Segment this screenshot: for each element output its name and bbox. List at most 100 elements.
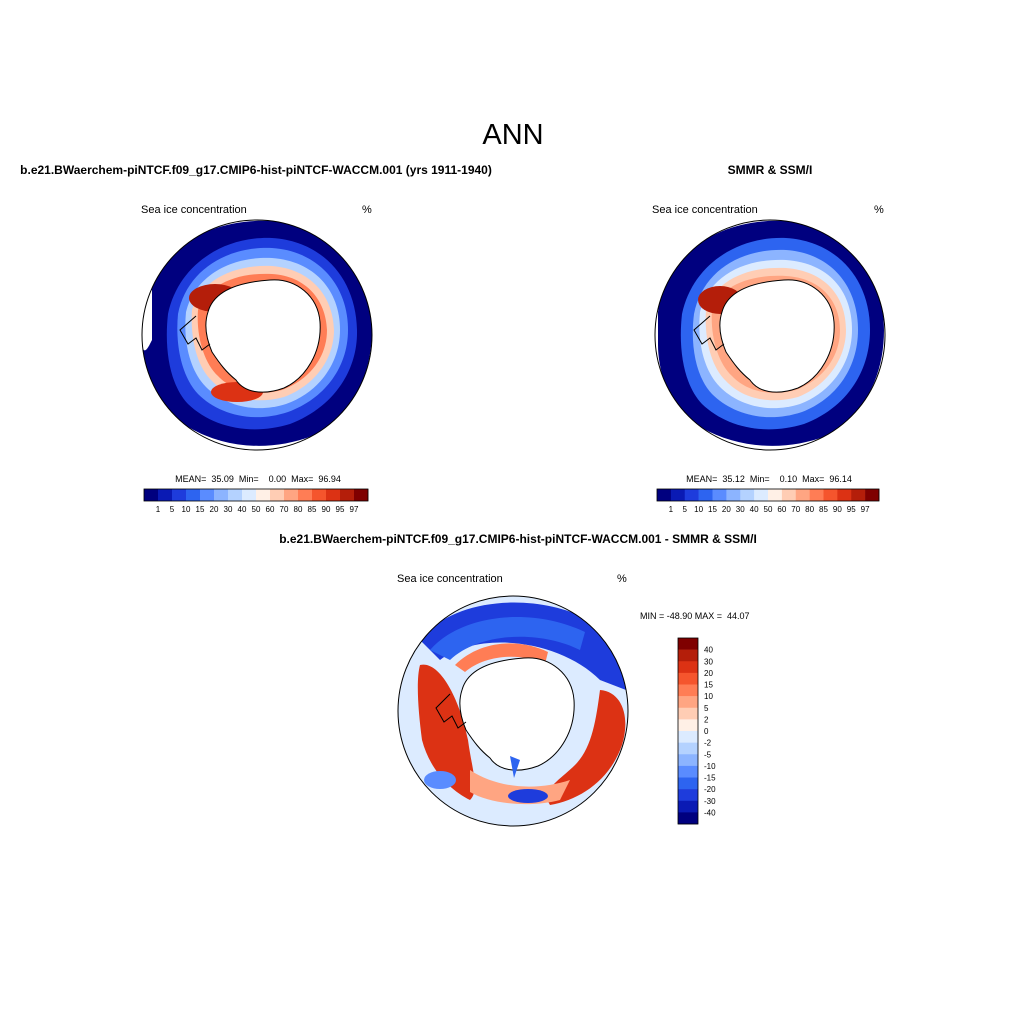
- colorbar-tick-label: 60: [777, 505, 786, 514]
- colorbar-tick-label: 90: [322, 505, 331, 514]
- panel-diff-stats: MIN = -48.90 MAX = 44.07: [640, 611, 750, 621]
- colorbar-tick-label: -10: [704, 762, 716, 771]
- colorbar-swatch: [823, 489, 838, 501]
- colorbar-tick-label: 97: [350, 505, 359, 514]
- colorbar-tick-label: 5: [683, 505, 688, 514]
- colorbar-swatch: [340, 489, 355, 501]
- colorbar-tick-label: 15: [196, 505, 205, 514]
- colorbar-tick-label: 20: [704, 669, 713, 678]
- colorbar-tick-label: 85: [308, 505, 317, 514]
- colorbar-tick-label: -30: [704, 797, 716, 806]
- colorbar-tick-label: 10: [182, 505, 191, 514]
- colorbar-swatch: [214, 489, 229, 501]
- colorbar-swatch: [678, 800, 698, 813]
- colorbar-tick-label: 20: [210, 505, 219, 514]
- colorbar-swatch: [256, 489, 271, 501]
- colorbar-swatch: [270, 489, 285, 501]
- colorbar-swatch: [754, 489, 769, 501]
- colorbar-swatch: [837, 489, 852, 501]
- panel-obs-colorbar: 1 5 10 15 20 30 40 50 60 70 80 85 90 95 97: [656, 488, 880, 514]
- colorbar-swatch: [186, 489, 201, 501]
- panel-model-map-boundary: [141, 219, 373, 451]
- panel-model-variable-label: Sea ice concentration: [141, 204, 247, 216]
- colorbar-tick-label: 30: [704, 657, 713, 666]
- colorbar-tick-label: -40: [704, 808, 716, 817]
- colorbar-tick-label: 0: [704, 727, 709, 736]
- panel-obs-stats: MEAN= 35.12 Min= 0.10 Max= 96.14: [686, 474, 852, 484]
- panel-obs-title: SMMR & SSM/I: [728, 163, 813, 177]
- colorbar-swatch: [228, 489, 243, 501]
- colorbar-swatch: [781, 489, 797, 501]
- colorbar-tick-label: 95: [336, 505, 345, 514]
- colorbar-swatch: [200, 489, 215, 501]
- colorbar-tick-label: -15: [704, 774, 716, 783]
- colorbar-swatch: [144, 489, 159, 501]
- colorbar-tick-label: 50: [764, 505, 773, 514]
- colorbar-tick-label: -5: [704, 750, 712, 759]
- colorbar-swatch: [678, 812, 698, 825]
- colorbar-tick-label: 20: [722, 505, 731, 514]
- colorbar-swatch: [670, 489, 686, 501]
- colorbar-swatch: [172, 489, 187, 501]
- colorbar-tick-label: 10: [704, 692, 713, 701]
- colorbar-tick-label: -2: [704, 739, 712, 748]
- colorbar-swatch: [678, 719, 698, 732]
- colorbar-swatch: [712, 489, 727, 501]
- panel-diff-units: %: [617, 573, 627, 585]
- panel-model-map: [142, 220, 372, 450]
- panel-diff: b.e21.BWaerchem-piNTCF.f09_g17.CMIP6-his…: [279, 532, 757, 827]
- panel-diff-title: b.e21.BWaerchem-piNTCF.f09_g17.CMIP6-his…: [279, 532, 757, 546]
- colorbar-tick-label: 50: [252, 505, 261, 514]
- colorbar-swatch: [354, 489, 369, 501]
- colorbar-tick-label: 60: [266, 505, 275, 514]
- colorbar-swatch: [678, 661, 698, 674]
- panel-model-title: b.e21.BWaerchem-piNTCF.f09_g17.CMIP6-his…: [20, 163, 492, 177]
- panel-diff-map: [398, 596, 628, 826]
- colorbar-swatch: [678, 672, 698, 685]
- colorbar-tick-label: 80: [294, 505, 303, 514]
- panel-obs-map: [655, 220, 885, 450]
- colorbar-swatch: [768, 489, 783, 501]
- colorbar-swatch: [678, 742, 698, 755]
- panel-diff-map-boundary: [397, 595, 629, 827]
- colorbar-swatch: [678, 731, 698, 743]
- colorbar-tick-label: 15: [704, 681, 713, 690]
- colorbar-swatch: [678, 754, 698, 767]
- colorbar-tick-label: 70: [280, 505, 289, 514]
- colorbar-tick-label: 30: [736, 505, 745, 514]
- colorbar-swatch: [795, 489, 810, 501]
- colorbar-swatch: [158, 489, 173, 501]
- colorbar-swatch: [284, 489, 299, 501]
- colorbar-tick-label: 40: [750, 505, 759, 514]
- main-title: ANN: [482, 119, 543, 151]
- panel-obs-units: %: [874, 204, 884, 216]
- colorbar-swatch: [678, 789, 698, 802]
- panel-obs-variable-label: Sea ice concentration: [652, 204, 758, 216]
- colorbar-tick-label: 80: [805, 505, 814, 514]
- colorbar-tick-label: 15: [708, 505, 717, 514]
- colorbar-swatch: [678, 696, 698, 709]
- colorbar-tick-label: 95: [847, 505, 856, 514]
- panel-model-stats: MEAN= 35.09 Min= 0.00 Max= 96.94: [175, 474, 341, 484]
- colorbar-swatch: [740, 489, 755, 501]
- colorbar-tick-label: 40: [238, 505, 247, 514]
- colorbar-tick-label: 5: [170, 505, 175, 514]
- colorbar-swatch: [678, 707, 698, 720]
- colorbar-swatch: [678, 649, 698, 662]
- colorbar-tick-label: 30: [224, 505, 233, 514]
- colorbar-swatch: [326, 489, 341, 501]
- panel-model-colorbar: 1 5 10 15 20 30 40 50 60 70 80 85 90 95 97: [143, 488, 369, 514]
- colorbar-tick-label: 70: [791, 505, 800, 514]
- panel-obs-map-boundary: [654, 219, 886, 451]
- colorbar-tick-label: 5: [704, 704, 709, 713]
- panel-model-units: %: [362, 204, 372, 216]
- colorbar-swatch: [678, 684, 698, 697]
- panel-obs: SMMR & SSM/I Sea ice concentration % MEA…: [652, 163, 886, 514]
- colorbar-tick-label: 40: [704, 646, 713, 655]
- colorbar-tick-label: 1: [156, 505, 161, 514]
- panel-model: b.e21.BWaerchem-piNTCF.f09_g17.CMIP6-his…: [20, 163, 492, 514]
- colorbar-swatch: [242, 489, 257, 501]
- colorbar-swatch: [809, 489, 824, 501]
